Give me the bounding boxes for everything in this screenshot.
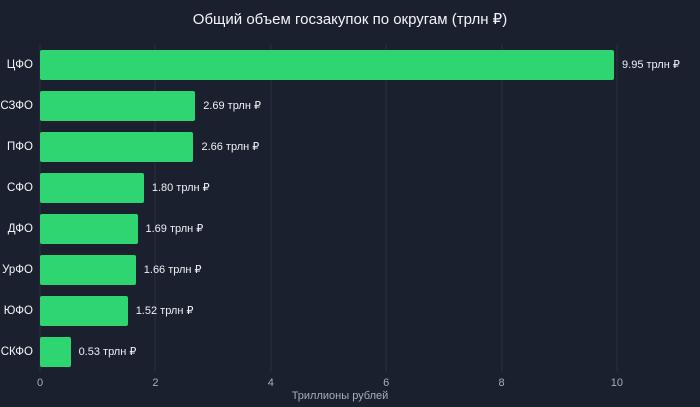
bar (40, 295, 128, 326)
bar-value-label: 9.95 трлн ₽ (622, 59, 680, 71)
x-axis: 0 2 4 6 8 10 (36, 372, 640, 390)
bar-row: 1.69 трлн ₽ (40, 208, 640, 249)
y-tick-label: ЮФО (3, 304, 33, 317)
y-axis: ЦФО СЗФО ПФО СФО ДФО УрФО ЮФО СКФО (0, 44, 40, 372)
gridline (385, 44, 387, 372)
y-tick-label: ЦФО (6, 58, 33, 71)
gridline (616, 44, 618, 372)
x-tick-label: 10 (610, 377, 624, 389)
bar-row: 9.95 трлн ₽ (40, 44, 680, 85)
gridline (39, 44, 41, 372)
x-tick-label: 8 (498, 377, 505, 389)
bar (40, 213, 138, 244)
y-tick-label: СФО (7, 181, 33, 194)
bar (40, 336, 71, 367)
bar-row: 1.66 трлн ₽ (40, 249, 640, 290)
bar-value-label: 2.69 трлн ₽ (203, 100, 261, 112)
y-tick-label: УрФО (2, 263, 33, 276)
chart-title: Общий объем госзакупок по округам (трлн … (192, 11, 508, 28)
bar-value-label: 1.52 трлн ₽ (135, 305, 194, 317)
gridline (270, 44, 272, 372)
gridline (154, 44, 156, 372)
bar-value-label: 1.69 трлн ₽ (145, 223, 204, 235)
bar (40, 131, 194, 162)
x-tick-label: 6 (383, 377, 390, 389)
bar-row: 2.66 трлн ₽ (40, 126, 640, 167)
x-tick-label: 4 (267, 377, 274, 389)
bar (40, 90, 196, 121)
chart-body: ЦФО СЗФО ПФО СФО ДФО УрФО ЮФО СКФО 9.95 трлн ₽ 2… (0, 44, 700, 372)
bar-value-label: 0.53 трлн ₽ (78, 346, 137, 358)
bar-value-label: 2.66 трлн ₽ (201, 141, 260, 153)
x-tick-label: 0 (36, 377, 44, 389)
bar (40, 172, 144, 203)
bar (40, 49, 615, 80)
y-tick-label: ПФО (7, 140, 33, 153)
bar-value-label: 1.66 трлн ₽ (143, 264, 202, 276)
y-tick-label: ДФО (7, 222, 33, 235)
x-axis-label: Триллионы рублей (291, 390, 389, 402)
bar-row: 0.53 трлн ₽ (40, 331, 640, 372)
y-tick-label: СЗФО (0, 99, 33, 112)
bar-row: 1.80 трлн ₽ (40, 167, 640, 208)
bar (40, 254, 136, 285)
bar-row: 2.69 трлн ₽ (40, 85, 640, 126)
y-tick-label: СКФО (0, 345, 33, 358)
plot-area: 9.95 трлн ₽ 2.69 трлн ₽ 2.66 трлн ₽ 1.80 тр… (39, 44, 680, 372)
bar-value-label: 1.80 трлн ₽ (151, 182, 210, 194)
gridline (501, 44, 503, 372)
x-tick-label: 2 (152, 377, 159, 389)
bar-row: 1.52 трлн ₽ (40, 290, 640, 331)
